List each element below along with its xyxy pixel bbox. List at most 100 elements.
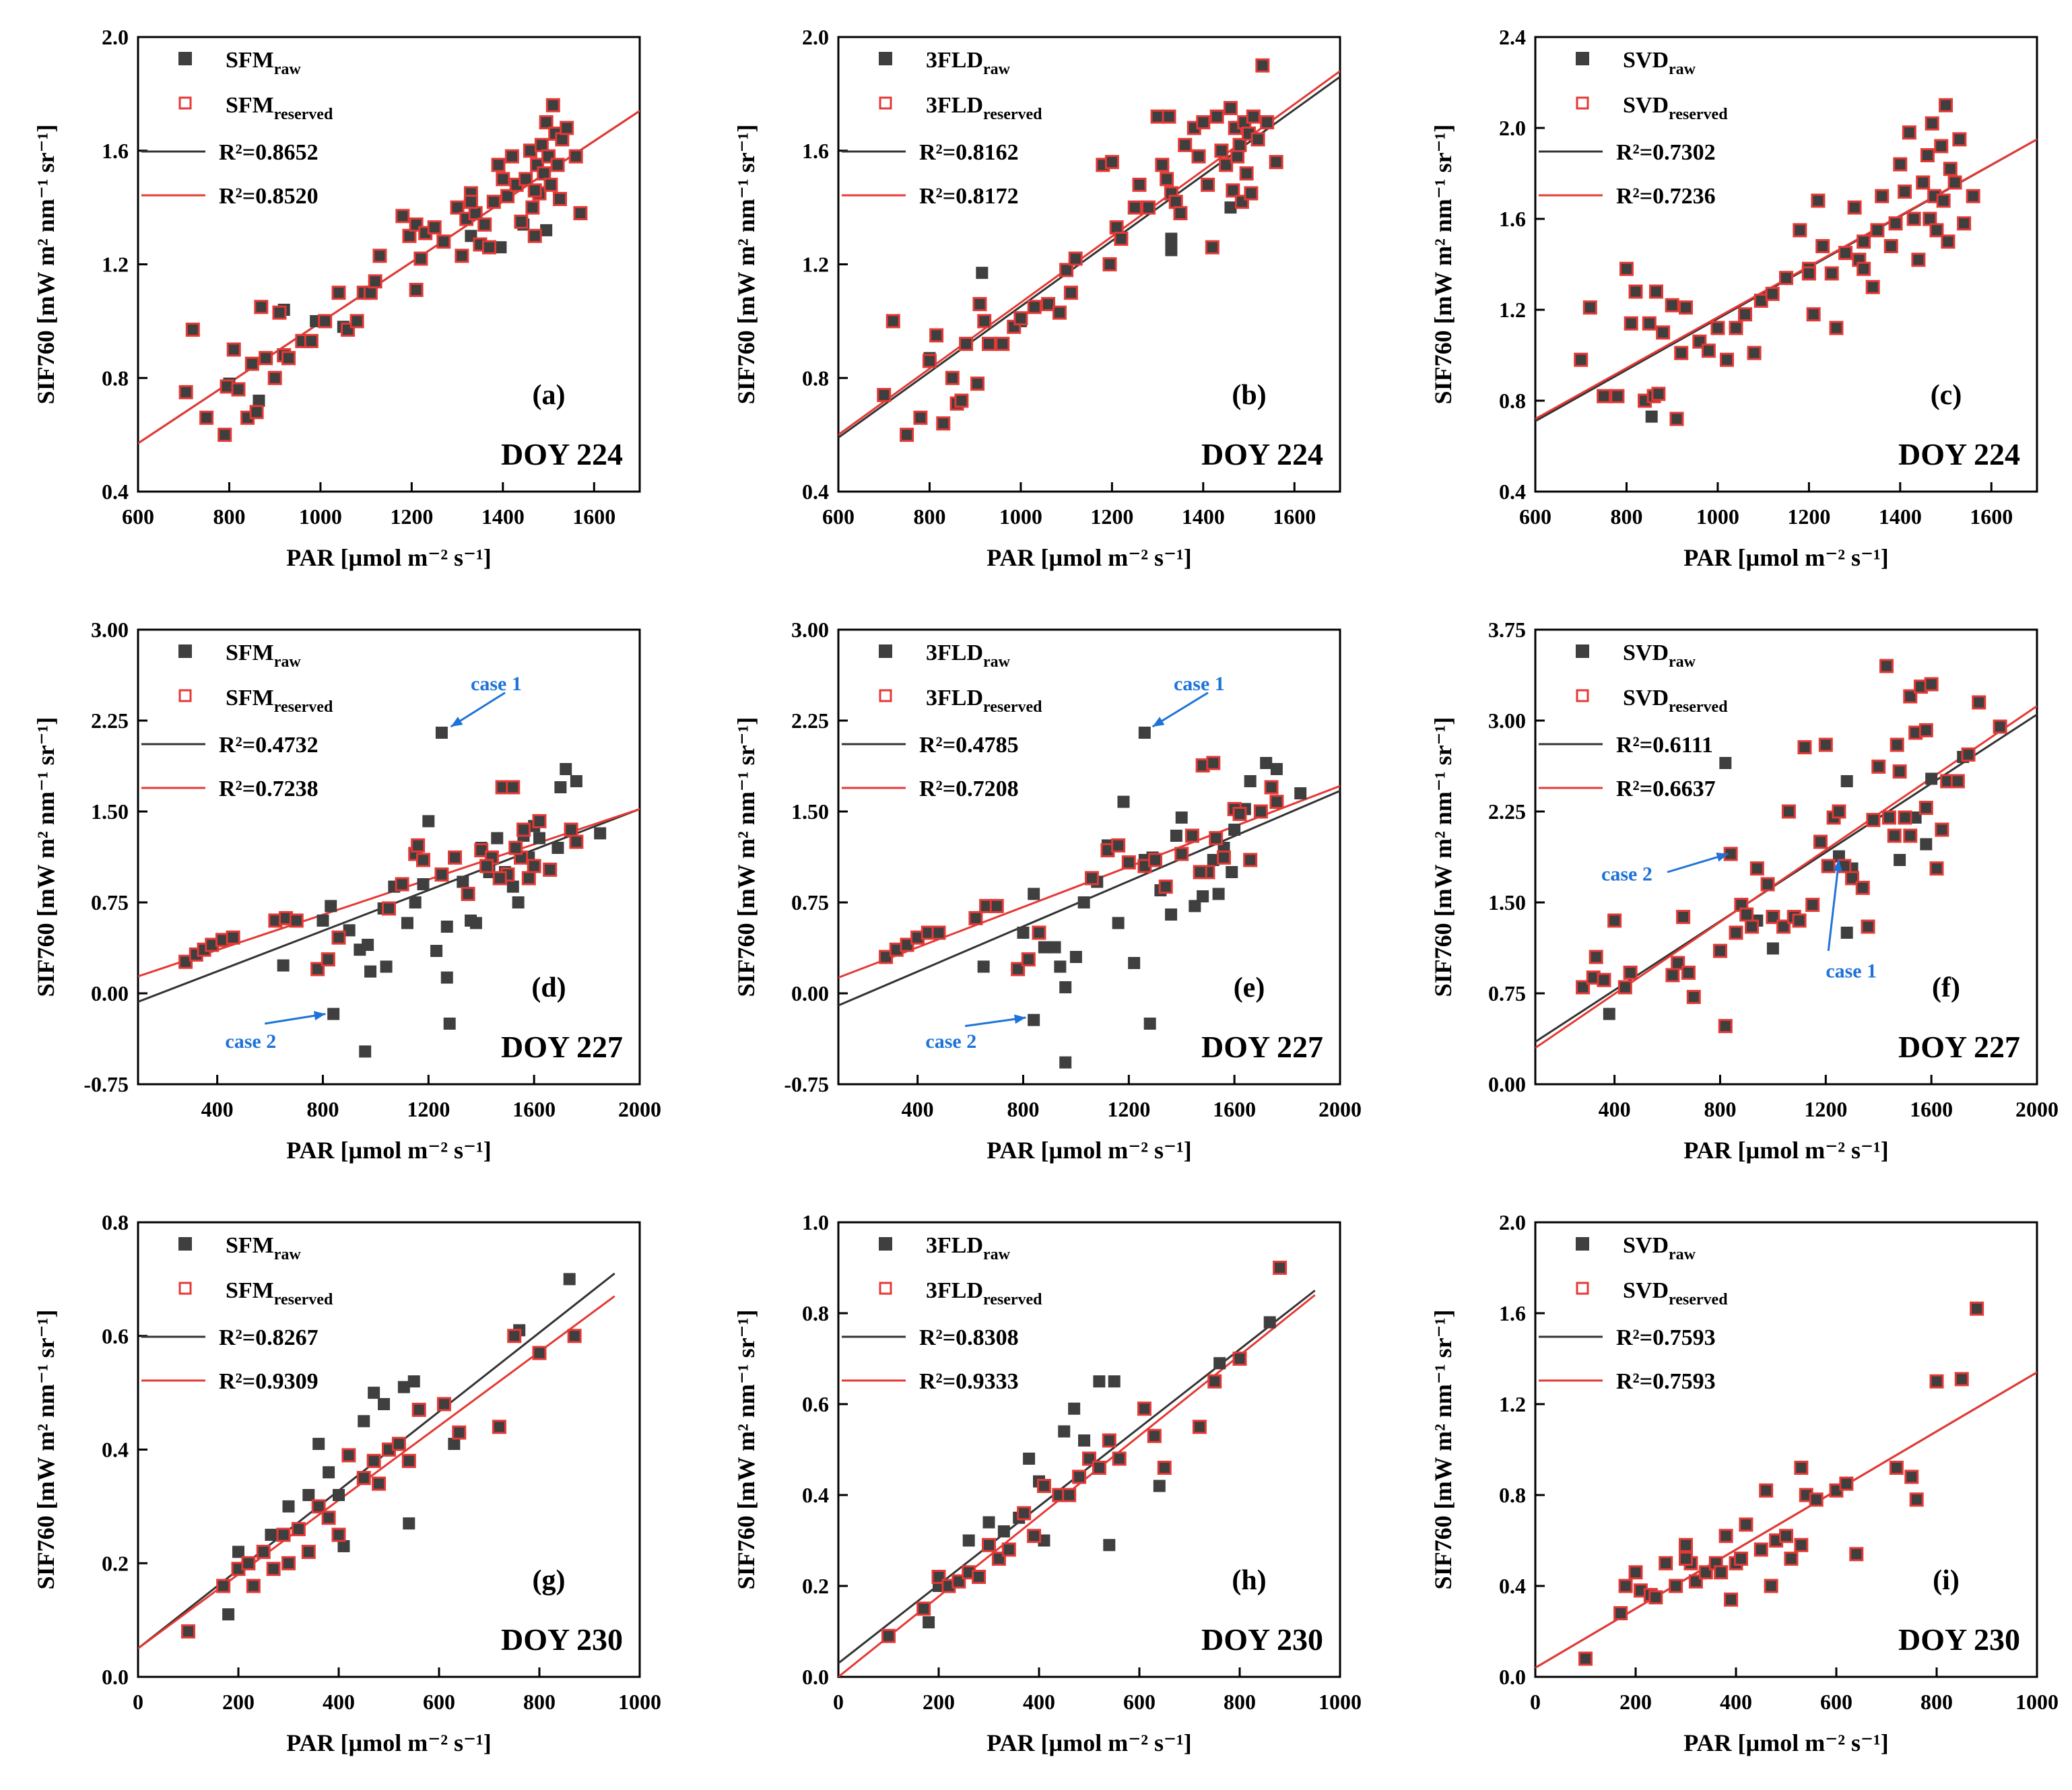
- y-axis-label: SIF760 [mW m² nm⁻¹ sr⁻¹]: [1430, 717, 1457, 997]
- reserved-point: [281, 351, 296, 366]
- raw-point: [1175, 811, 1188, 824]
- legend-raw-label: SFMraw: [226, 1233, 301, 1263]
- x-axis-label: PAR [µmol m⁻² s⁻¹]: [1683, 1729, 1889, 1756]
- chart-panel-1: 600 800 1000 1200 1400 1600 0.4 0.8 1.2 1.6 2.0 PAR…: [733, 25, 1341, 571]
- legend-reserved-label: SVDreserved: [1623, 686, 1728, 716]
- x-tick-label: 800: [1224, 1690, 1256, 1714]
- reserved-point: [185, 323, 200, 337]
- annotation-arrowhead: [1716, 853, 1729, 862]
- reserved-point: [256, 1544, 271, 1559]
- reserved-point: [1712, 943, 1727, 958]
- reserved-point: [1818, 737, 1833, 752]
- legend-r2-raw: R²=0.8267: [219, 1325, 319, 1350]
- legend-r2-reserved: R²=0.8520: [219, 184, 319, 209]
- reserved-point: [1021, 952, 1036, 967]
- reserved-point: [178, 954, 193, 969]
- legend-reserved-label: SVDreserved: [1623, 93, 1728, 123]
- doy-label: DOY 227: [1898, 1030, 2020, 1064]
- reserved-point: [1929, 861, 1944, 876]
- legend-raw-marker: [1576, 1237, 1589, 1251]
- reserved-point: [486, 195, 501, 209]
- reserved-point: [521, 871, 536, 886]
- x-tick-label: 1200: [1804, 1097, 1847, 1121]
- legend-r2-raw: R²=0.4785: [919, 733, 1019, 758]
- chart-panel-8: 0 200 400 600 800 1000 0.0 0.4 0.8 1.2 1.6 2.0 PAR […: [1430, 1210, 2059, 1756]
- legend-r2-reserved: R²=0.7236: [1616, 184, 1716, 209]
- y-tick-label: 0.8: [102, 366, 129, 390]
- reserved-point: [436, 1397, 451, 1412]
- plot-frame: [137, 628, 641, 1086]
- raw-point: [1909, 811, 1922, 824]
- reserved-point: [1674, 345, 1689, 360]
- reserved-point: [1957, 216, 1972, 231]
- reserved-point: [568, 149, 583, 164]
- x-axis-label: PAR [µmol m⁻² s⁻¹]: [987, 544, 1192, 571]
- legend: SVDraw SVDreserved R²=0.7593 R²=0.7593: [1539, 1233, 1728, 1394]
- reserved-point: [1619, 261, 1634, 276]
- legend: SFMraw SFMreserved R²=0.8652 R²=0.8520: [141, 48, 333, 209]
- reserved-point: [331, 1527, 346, 1542]
- reserved-point: [1578, 1651, 1593, 1666]
- reserved-point: [534, 137, 549, 152]
- reserved-point: [272, 305, 287, 320]
- reserved-point: [1092, 1461, 1106, 1475]
- raw-point: [1112, 917, 1125, 929]
- reserved-point: [1648, 1590, 1663, 1605]
- reserved-point: [1669, 1579, 1683, 1593]
- reserved-point: [1162, 109, 1176, 124]
- reserved-point: [1193, 865, 1207, 880]
- raw-point: [1645, 410, 1658, 423]
- reserved-point: [1797, 740, 1812, 755]
- reserved-point: [877, 388, 892, 403]
- legend-reserved-marker: [178, 1282, 192, 1295]
- raw-point: [401, 917, 413, 929]
- y-axis-label: SIF760 [mW m² nm⁻¹ sr⁻¹]: [1430, 125, 1457, 405]
- reserved-point: [1613, 1606, 1628, 1620]
- raw-point: [962, 1534, 975, 1547]
- reserved-point: [249, 405, 264, 420]
- x-tick-label: 1000: [2015, 1690, 2059, 1714]
- x-tick-label: 400: [1720, 1690, 1752, 1714]
- legend-r2-reserved: R²=0.9333: [919, 1369, 1019, 1394]
- panel-label: (a): [533, 380, 566, 411]
- reserved-point: [1013, 311, 1028, 326]
- reserved-point: [1269, 155, 1283, 170]
- reserved-point: [1855, 880, 1870, 895]
- raw-point: [1244, 775, 1257, 787]
- x-axis-label: PAR [µmol m⁻² s⁻¹]: [987, 1729, 1192, 1756]
- reserved-point: [1916, 175, 1931, 190]
- reserved-point: [1253, 804, 1268, 819]
- x-tick-label: 600: [122, 504, 154, 529]
- reserved-point: [945, 370, 960, 385]
- raw-point: [1603, 1007, 1615, 1020]
- plot-frame: [1534, 628, 2038, 1086]
- raw-point: [403, 1517, 415, 1530]
- reserved-point: [550, 158, 565, 172]
- raw-point: [1224, 201, 1237, 214]
- x-axis-label: PAR [µmol m⁻² s⁻¹]: [1683, 544, 1889, 571]
- reserved-point: [1017, 1506, 1032, 1521]
- reserved-point: [1104, 155, 1119, 170]
- raw-point: [506, 880, 519, 893]
- y-tick-label: 1.6: [1499, 1301, 1526, 1325]
- legend: 3FLDraw 3FLDreserved R²=0.8308 R²=0.9333: [842, 1233, 1042, 1394]
- panel-label: (c): [1931, 380, 1962, 411]
- raw-point: [1128, 957, 1141, 969]
- y-tick-label: -0.75: [83, 1072, 129, 1096]
- y-axis-label: SIF760 [mW m² nm⁻¹ sr⁻¹]: [1430, 1310, 1457, 1590]
- annotation-label: case 2: [225, 1030, 276, 1053]
- y-axis-label: SIF760 [mW m² nm⁻¹ sr⁻¹]: [32, 717, 59, 997]
- reserved-point: [216, 1579, 231, 1593]
- raw-point: [448, 1438, 461, 1451]
- reserved-point: [1934, 139, 1949, 154]
- x-tick-label: 1600: [1970, 504, 2013, 529]
- legend-reserved-label: 3FLDreserved: [926, 1278, 1042, 1308]
- raw-point: [1068, 1402, 1081, 1415]
- reserved-point: [1192, 1420, 1207, 1434]
- reserved-point: [1059, 263, 1074, 277]
- x-tick-label: 1000: [618, 1690, 661, 1714]
- y-tick-label: 3.75: [1488, 618, 1526, 642]
- raw-point: [422, 815, 435, 828]
- legend-raw-marker: [178, 52, 192, 65]
- legend-reserved-label: SFMreserved: [226, 686, 333, 716]
